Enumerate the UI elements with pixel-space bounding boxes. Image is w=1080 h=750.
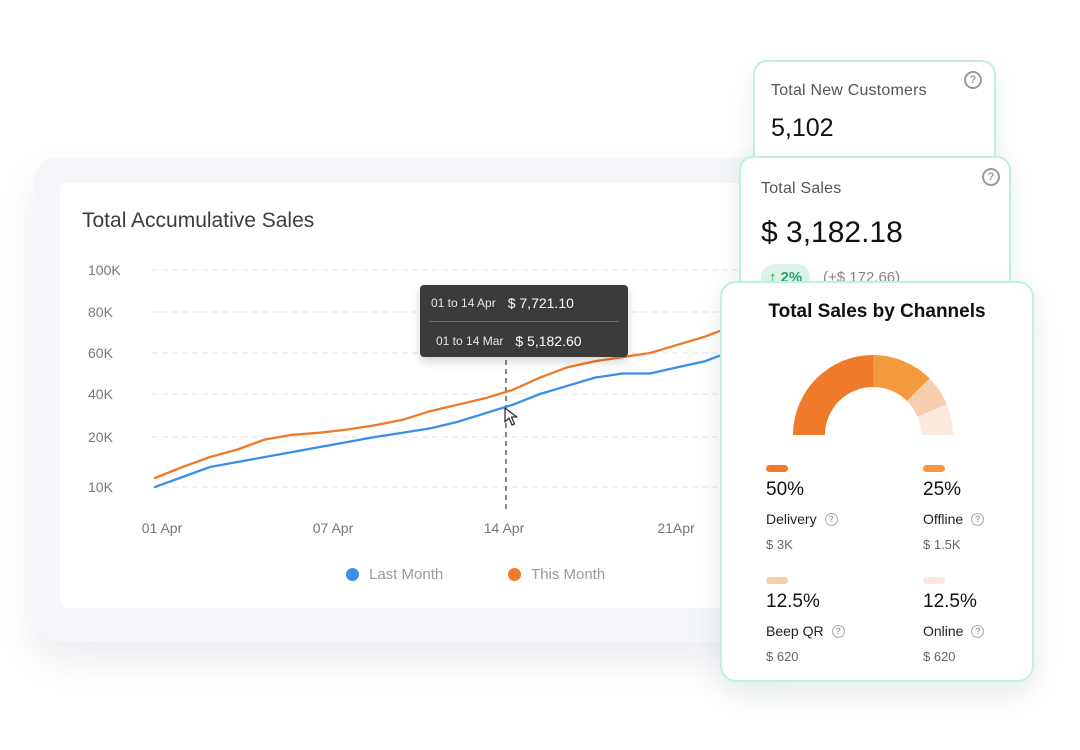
channel-item-online[interactable]: 12.5% Online ? $ 620 <box>923 577 1043 677</box>
kpi-label-total-sales: Total Sales <box>761 180 842 197</box>
channel-amount: $ 1.5K <box>923 537 961 552</box>
question-circle-icon[interactable]: ? <box>971 624 985 638</box>
channel-color-bar <box>923 465 945 472</box>
tooltip-divider <box>429 321 619 322</box>
kpi-value-total-sales: $ 3,182.18 <box>761 216 903 249</box>
tooltip-row-current: 01 to 14 Apr $ 7,721.10 <box>420 285 628 321</box>
channel-name-text: Beep QR <box>766 623 824 639</box>
channel-item-beep-qr[interactable]: 12.5% Beep QR ? $ 620 <box>766 577 886 677</box>
y-tick-label: 60K <box>88 345 114 361</box>
kpi-label-new-customers: Total New Customers <box>771 82 927 99</box>
y-tick-label: 20K <box>88 429 114 445</box>
channels-semi-donut-chart[interactable] <box>790 347 956 439</box>
donut-slice-offline[interactable] <box>873 355 930 402</box>
channel-amount: $ 3K <box>766 537 793 552</box>
y-tick-label: 100K <box>88 262 121 278</box>
channel-name-text: Online <box>923 623 964 639</box>
channel-name: Online ? <box>923 623 985 639</box>
channel-amount: $ 620 <box>766 649 799 664</box>
channel-item-delivery[interactable]: 50% Delivery ? $ 3K <box>766 465 886 565</box>
accumulative-sales-chart[interactable]: 10K 20K 40K 60K 80K 100K 01 Apr 07 Apr 14 Apr 21A… <box>60 183 780 608</box>
channel-percent: 12.5% <box>923 591 977 612</box>
tooltip-date-current: 01 to 14 Apr <box>431 296 496 310</box>
x-tick-label: 01 Apr <box>142 520 183 536</box>
channel-percent: 25% <box>923 479 962 500</box>
donut-slice-delivery[interactable] <box>793 355 873 435</box>
channel-name: Beep QR ? <box>766 623 845 639</box>
channels-title: Total Sales by Channels <box>768 301 986 322</box>
x-tick-label: 14 Apr <box>484 520 525 536</box>
question-circle-icon[interactable]: ? <box>964 71 982 89</box>
question-circle-icon[interactable]: ? <box>971 512 985 526</box>
x-tick-label: 21Apr <box>657 520 695 536</box>
legend-dot-this-month <box>508 568 521 581</box>
channel-name: Delivery ? <box>766 511 838 527</box>
y-tick-label: 40K <box>88 386 114 402</box>
channel-color-bar <box>766 465 788 472</box>
legend-label-this-month: This Month <box>531 566 606 583</box>
channel-name-text: Delivery <box>766 511 817 527</box>
tooltip-row-previous: 01 to 14 Mar $ 5,182.60 <box>420 323 628 359</box>
y-tick-label: 80K <box>88 304 114 320</box>
channel-percent: 12.5% <box>766 591 820 612</box>
channel-amount: $ 620 <box>923 649 956 664</box>
channel-name-text: Offline <box>923 511 964 527</box>
donut-slice-online[interactable] <box>917 404 953 435</box>
channel-name: Offline ? <box>923 511 985 527</box>
donut-slice-beep-qr[interactable] <box>906 378 947 417</box>
chart-title: Total Accumulative Sales <box>82 209 315 232</box>
sales-by-channels-card: Total Sales by Channels 50% Delivery ? $… <box>720 281 1034 682</box>
channel-percent: 50% <box>766 479 805 500</box>
y-tick-label: 10K <box>88 479 114 495</box>
chart-tooltip: 01 to 14 Apr $ 7,721.10 01 to 14 Mar $ 5… <box>420 285 628 357</box>
mouse-pointer-icon <box>504 407 518 426</box>
series-line-last-month[interactable] <box>153 341 762 489</box>
question-circle-icon[interactable]: ? <box>982 168 1000 186</box>
arrow-up-icon: ↑ <box>769 268 777 286</box>
accumulative-sales-card: Total Accumulative Sales 10K 20K 40K 60K 80K… <box>60 183 780 608</box>
channel-color-bar <box>766 577 788 584</box>
legend-item-this-month[interactable]: This Month <box>508 566 605 583</box>
channel-item-offline[interactable]: 25% Offline ? $ 1.5K <box>923 465 1043 565</box>
legend-dot-last-month <box>346 568 359 581</box>
tooltip-value-previous: $ 5,182.60 <box>515 333 582 349</box>
question-circle-icon[interactable]: ? <box>831 624 845 638</box>
legend-item-last-month[interactable]: Last Month <box>346 566 443 583</box>
channel-color-bar <box>923 577 945 584</box>
legend-label-last-month: Last Month <box>369 566 444 583</box>
tooltip-value-current: $ 7,721.10 <box>507 295 574 311</box>
tooltip-date-previous: 01 to 14 Mar <box>436 334 504 348</box>
kpi-value-new-customers: 5,102 <box>771 114 834 142</box>
series-line-this-month[interactable] <box>153 317 762 480</box>
question-circle-icon[interactable]: ? <box>824 512 838 526</box>
x-tick-label: 07 Apr <box>313 520 354 536</box>
